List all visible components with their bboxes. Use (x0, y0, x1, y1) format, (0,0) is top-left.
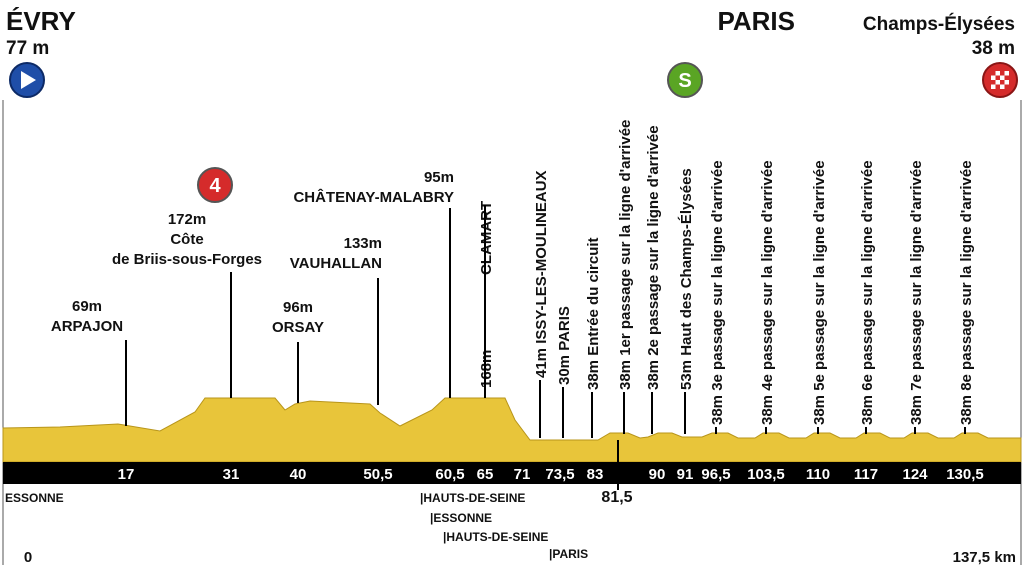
badge-label: 4 (209, 175, 221, 197)
point-label: 38m 7e passage sur la ligne d'arrivée (908, 160, 925, 425)
point-label: 38m 3e passage sur la ligne d'arrivée (709, 160, 726, 425)
point-label: 53m Haut des Champs-Élysées (678, 168, 695, 390)
point-label: 38m 5e passage sur la ligne d'arrivée (811, 160, 828, 425)
finish-subtitle: Champs-Élysées (863, 13, 1015, 35)
distance-end: 137,5 km (953, 549, 1016, 566)
km-marker: 73,5 (545, 466, 574, 483)
point-label: 69m (72, 298, 102, 315)
start-icon (9, 62, 45, 98)
point-label: 38m 2e passage sur la ligne d'arrivée (645, 125, 662, 390)
region-label: ESSONNE (5, 491, 64, 505)
point-label: 95m (424, 169, 454, 186)
distance-start: 0 (24, 549, 32, 566)
point-label: 38m Entrée du circuit (585, 237, 602, 390)
km-marker: 71 (514, 466, 531, 483)
km-marker: 40 (290, 466, 307, 483)
km-marker: 91 (677, 466, 694, 483)
region-label: |HAUTS-DE-SEINE (420, 491, 525, 505)
finish-altitude: 38 m (972, 38, 1015, 59)
point-label: 41m ISSY-LES-MOULINEAUX (533, 170, 550, 378)
km-marker: 130,5 (946, 466, 984, 483)
start-altitude: 77 m (6, 38, 49, 59)
km-marker: 17 (118, 466, 135, 483)
badge (667, 62, 703, 98)
km-marker: 96,5 (701, 466, 730, 483)
km-marker: 124 (902, 466, 928, 483)
point-label: VAUHALLAN (290, 255, 382, 272)
km-marker: 31 (223, 466, 240, 483)
km-marker: 90 (649, 466, 666, 483)
point-label: ORSAY (272, 319, 324, 336)
km-marker: 83 (587, 466, 604, 483)
finish-name: PARIS (717, 6, 795, 36)
finish-line-km: 81,5 (601, 489, 632, 506)
point-label: 96m (283, 299, 313, 316)
km-marker: 50,5 (363, 466, 392, 483)
km-marker: 117 (854, 466, 878, 483)
km-marker: 65 (477, 466, 494, 483)
finish-icon (982, 62, 1018, 98)
badge (197, 167, 233, 203)
km-marker: 103,5 (747, 466, 785, 483)
region-label: |PARIS (549, 547, 588, 561)
km-marker: 60,5 (435, 466, 464, 483)
point-label: CHÂTENAY-MALABRY (293, 188, 454, 206)
point-label: 172m (168, 211, 206, 228)
point-label: Côte (170, 231, 203, 248)
point-label: 38m 4e passage sur la ligne d'arrivée (759, 160, 776, 425)
start-name: ÉVRY (6, 6, 76, 36)
point-label: 38m 8e passage sur la ligne d'arrivée (958, 160, 975, 425)
point-altitude: 168m (478, 350, 495, 388)
point-label: 38m 6e passage sur la ligne d'arrivée (859, 160, 876, 425)
point-label: 30m PARIS (556, 306, 573, 385)
point-label: 38m 1er passage sur la ligne d'arrivée (617, 120, 634, 390)
region-label: |ESSONNE (430, 511, 492, 525)
region-label: |HAUTS-DE-SEINE (443, 530, 548, 544)
km-bar (3, 462, 1021, 484)
point-label: 133m (344, 235, 382, 252)
badge-label: S (678, 70, 691, 92)
km-marker: 110 (806, 466, 830, 483)
point-label: ARPAJON (51, 318, 123, 335)
point-label: de Briis-sous-Forges (112, 251, 262, 268)
point-label: CLAMART (478, 201, 495, 275)
